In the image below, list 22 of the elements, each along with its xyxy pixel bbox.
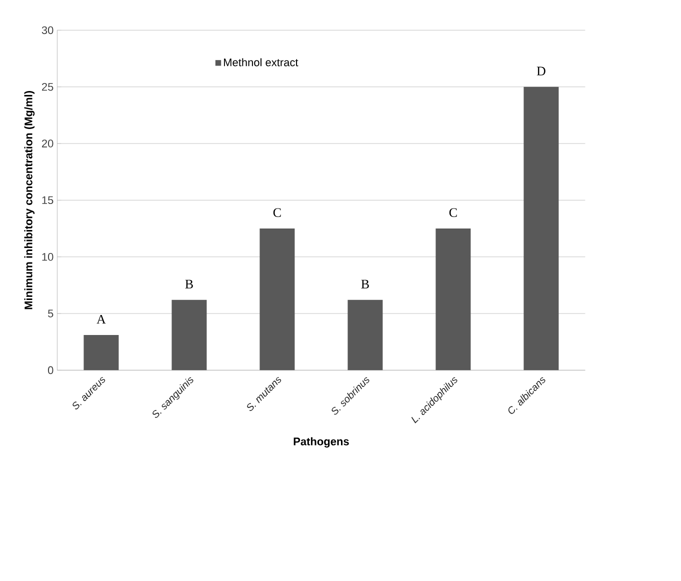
y-tick-label: 15 [42, 196, 54, 204]
annotation: A [96, 314, 106, 324]
annotation: B [361, 280, 369, 288]
y-tick-label: 25 [42, 82, 54, 91]
annotation: C [449, 208, 457, 217]
bar [84, 335, 119, 370]
annotation: B [185, 280, 193, 288]
annotation: D [536, 66, 546, 76]
bar [436, 228, 471, 370]
bar [260, 228, 295, 370]
y-tick-label: 5 [48, 310, 54, 318]
y-axis-title: Minimum inhibitory concentration (Mg/ml) [24, 91, 35, 310]
y-tick-label: 0 [48, 366, 54, 374]
bar [172, 300, 207, 370]
legend-label: Methnol extract [224, 58, 298, 66]
x-axis-title: Pathogens [294, 437, 349, 448]
y-tick-label: 20 [42, 140, 54, 148]
y-tick-label: 30 [42, 26, 54, 34]
bar [348, 300, 383, 370]
y-tick-label: 10 [42, 252, 54, 261]
bar [524, 86, 559, 370]
annotation: C [273, 208, 281, 217]
